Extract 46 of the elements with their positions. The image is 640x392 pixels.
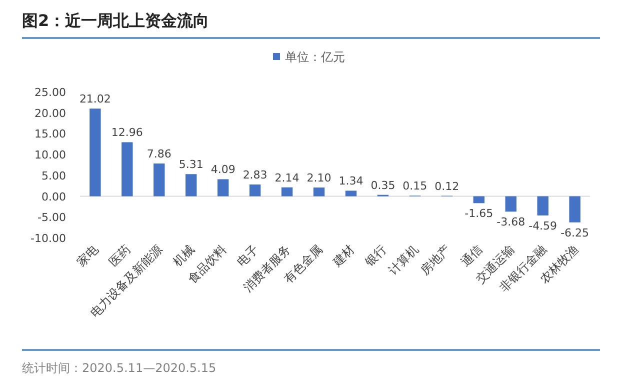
text: -3.68 bbox=[496, 216, 526, 229]
text: 2.14 bbox=[274, 171, 300, 184]
text: 统计时间：2020.5.11—2020.5.15 bbox=[22, 361, 216, 375]
text: 0.15 bbox=[402, 180, 428, 193]
x-tick-label: 家电 bbox=[74, 242, 102, 270]
text: 1.34 bbox=[338, 174, 364, 188]
text: 21.02 bbox=[79, 92, 111, 106]
bar bbox=[473, 196, 484, 204]
text: 0.35 bbox=[370, 178, 396, 192]
y-tick-label: 15.00 bbox=[34, 128, 66, 141]
bar bbox=[122, 142, 133, 196]
bar bbox=[313, 188, 325, 196]
bar bbox=[569, 196, 580, 222]
x-tick-label: 机械 bbox=[170, 242, 198, 270]
text: -1.65 bbox=[464, 207, 494, 220]
x-tick-label: 医药 bbox=[106, 242, 134, 270]
x-tick-label: 建材 bbox=[330, 242, 358, 270]
text: 2.10 bbox=[306, 172, 332, 185]
bar bbox=[281, 187, 293, 196]
y-tick-label: 0.00 bbox=[42, 190, 66, 204]
text: -4.59 bbox=[528, 219, 558, 232]
text: 7.86 bbox=[146, 148, 172, 160]
text: 2.83 bbox=[242, 168, 268, 182]
bar bbox=[345, 190, 357, 196]
bar bbox=[90, 108, 101, 196]
chart-title: 图2：近一周北上资金流向 bbox=[22, 11, 210, 30]
bar bbox=[154, 164, 165, 196]
y-tick-label: 10.00 bbox=[34, 148, 66, 162]
y-tick-label: -10.00 bbox=[30, 232, 66, 245]
y-tick-label: 20.00 bbox=[34, 106, 66, 120]
y-tick-label: 5.00 bbox=[42, 169, 66, 182]
x-tick-label: 电子 bbox=[234, 242, 262, 270]
legend-label: 单位：亿元 bbox=[285, 50, 345, 64]
bar bbox=[249, 184, 261, 196]
text: 5.31 bbox=[178, 158, 204, 172]
y-tick-label: 25.00 bbox=[34, 86, 66, 99]
bar bbox=[186, 174, 197, 196]
bar bbox=[537, 196, 548, 216]
x-tick-label: 通信 bbox=[458, 242, 486, 270]
text: 12.96 bbox=[111, 126, 143, 140]
text: -6.25 bbox=[560, 226, 590, 240]
y-tick-label: -5.00 bbox=[38, 211, 66, 224]
text: 0.12 bbox=[434, 180, 460, 193]
bar bbox=[505, 196, 516, 212]
bar bbox=[217, 179, 229, 196]
text: 4.09 bbox=[210, 163, 236, 176]
